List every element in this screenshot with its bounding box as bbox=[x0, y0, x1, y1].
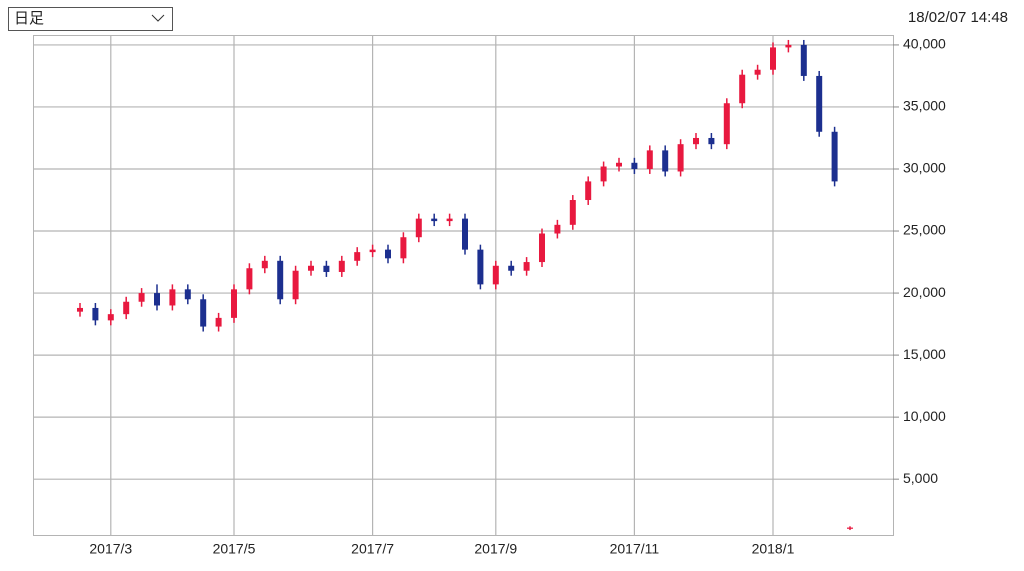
candle-body bbox=[107, 314, 114, 321]
candle-body bbox=[184, 289, 191, 300]
candle-body bbox=[462, 218, 468, 250]
x-tick-label: 2017/5 bbox=[213, 541, 256, 557]
candle-body bbox=[631, 162, 638, 169]
candle-body bbox=[169, 289, 176, 306]
y-tick-label: 25,000 bbox=[903, 222, 946, 238]
candle-body bbox=[585, 181, 592, 201]
candle-body bbox=[677, 144, 684, 172]
candle-body bbox=[323, 265, 330, 272]
candle-body bbox=[92, 307, 99, 321]
candle-body bbox=[646, 150, 653, 169]
x-tick-label: 2018/1 bbox=[752, 541, 795, 557]
x-tick-label: 2017/9 bbox=[474, 541, 517, 557]
candle-body bbox=[708, 137, 715, 145]
candle-body bbox=[246, 268, 253, 290]
candle-body bbox=[77, 307, 83, 312]
candle-body bbox=[508, 265, 515, 271]
candle-body bbox=[554, 224, 561, 234]
candle-body bbox=[308, 265, 314, 271]
candle-body bbox=[369, 249, 376, 253]
candle-body bbox=[231, 289, 237, 318]
candle-body bbox=[770, 47, 776, 70]
candle-body bbox=[523, 262, 530, 271]
candle-body bbox=[662, 150, 669, 172]
candle-body bbox=[215, 317, 222, 327]
timestamp: 18/02/07 14:48 bbox=[908, 9, 1008, 26]
candle-body bbox=[847, 527, 853, 529]
candle-body bbox=[292, 270, 299, 300]
candle-body bbox=[123, 301, 130, 315]
period-select-label: 日足 bbox=[14, 10, 44, 27]
candle-body bbox=[600, 166, 607, 182]
candle-body bbox=[200, 299, 207, 327]
dropdown-arrow bbox=[151, 14, 165, 22]
candle-body bbox=[616, 162, 622, 167]
candle-body bbox=[492, 265, 499, 285]
y-tick-label: 20,000 bbox=[903, 284, 946, 300]
y-tick-label: 10,000 bbox=[903, 408, 946, 424]
y-tick-label: 35,000 bbox=[903, 98, 946, 114]
y-tick-label: 30,000 bbox=[903, 160, 946, 176]
candle-body bbox=[385, 249, 391, 259]
candle-body bbox=[800, 44, 807, 76]
y-tick-label: 5,000 bbox=[903, 470, 938, 486]
period-select[interactable] bbox=[8, 7, 173, 31]
candle-body bbox=[754, 69, 761, 75]
y-tick-label: 40,000 bbox=[903, 36, 946, 52]
x-tick-label: 2017/7 bbox=[351, 541, 394, 557]
candle-body bbox=[277, 260, 284, 300]
candle-body bbox=[415, 218, 422, 238]
candle-body bbox=[354, 252, 361, 261]
candle-body bbox=[785, 44, 792, 48]
candle-body bbox=[446, 218, 453, 222]
candle-body bbox=[739, 74, 746, 104]
candle-body bbox=[693, 137, 699, 145]
candle-body bbox=[154, 293, 160, 306]
y-tick-label: 15,000 bbox=[903, 346, 946, 362]
candle-body bbox=[831, 131, 838, 182]
plot-frame bbox=[33, 35, 894, 536]
candle-body bbox=[400, 237, 407, 259]
x-tick-label: 2017/11 bbox=[610, 541, 660, 557]
candle-body bbox=[338, 260, 345, 272]
candle-body bbox=[477, 249, 484, 285]
candle-body bbox=[723, 103, 730, 145]
candle-body bbox=[539, 233, 545, 263]
candle-body bbox=[431, 218, 438, 222]
candle-body bbox=[816, 75, 823, 132]
candle-body bbox=[569, 200, 576, 225]
x-tick-label: 2017/3 bbox=[89, 541, 132, 557]
candle-body bbox=[138, 293, 145, 302]
candle-body bbox=[261, 260, 268, 269]
